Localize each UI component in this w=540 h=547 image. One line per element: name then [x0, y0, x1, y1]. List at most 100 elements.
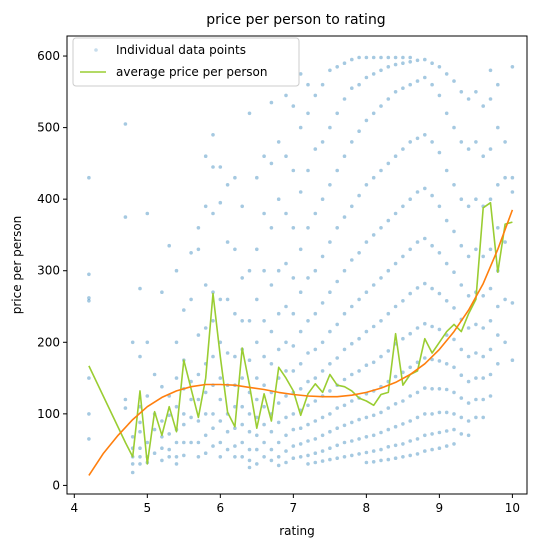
data-point — [444, 261, 449, 266]
data-point — [291, 104, 296, 108]
data-point — [320, 415, 325, 420]
scatter-points-layer — [87, 55, 515, 475]
data-point — [225, 183, 230, 187]
data-point — [379, 458, 383, 463]
data-point — [415, 240, 420, 244]
data-point — [189, 397, 193, 402]
data-point — [320, 369, 325, 373]
data-point — [452, 412, 456, 416]
data-point — [371, 324, 376, 329]
data-point — [430, 82, 434, 87]
data-point — [401, 147, 405, 151]
data-point — [430, 387, 434, 391]
data-point — [466, 354, 471, 359]
data-point — [357, 452, 361, 456]
data-point — [262, 211, 266, 216]
data-point — [481, 294, 486, 298]
data-point — [466, 147, 471, 151]
data-point — [386, 427, 391, 432]
data-point — [254, 340, 259, 345]
data-point — [408, 453, 413, 458]
x-axis: 4 5 6 7 8 9 10 — [70, 494, 520, 515]
data-point — [437, 93, 442, 98]
data-point — [415, 437, 420, 441]
data-point — [393, 154, 398, 158]
data-point — [284, 304, 288, 309]
data-point — [357, 82, 361, 87]
data-point — [386, 65, 391, 69]
data-point — [233, 175, 237, 180]
data-point — [393, 90, 398, 94]
data-point — [401, 86, 405, 90]
data-point — [262, 319, 266, 323]
data-point — [364, 435, 369, 439]
data-point — [466, 379, 471, 384]
data-point — [298, 125, 303, 130]
data-point — [466, 419, 471, 423]
data-point — [415, 58, 420, 63]
data-point — [203, 154, 208, 158]
x-axis-title: rating — [279, 524, 315, 538]
data-point — [196, 247, 201, 252]
data-point — [284, 93, 288, 98]
x-tick-label: 7 — [290, 501, 298, 515]
data-point — [247, 319, 252, 323]
data-point — [459, 415, 464, 420]
data-point — [276, 197, 281, 201]
data-point — [254, 175, 259, 180]
data-point — [401, 204, 405, 209]
data-point — [393, 55, 398, 60]
data-point — [430, 140, 434, 144]
data-point — [189, 297, 193, 302]
average-price-line — [88, 201, 513, 465]
data-point — [437, 430, 442, 435]
data-point — [466, 294, 471, 298]
data-point — [160, 435, 164, 439]
data-point — [262, 383, 266, 388]
data-point — [160, 458, 164, 463]
data-point — [408, 419, 413, 423]
y-tick-label: 200 — [37, 335, 60, 349]
data-point — [313, 437, 318, 441]
data-point — [328, 429, 332, 434]
data-point — [189, 440, 193, 445]
data-point — [401, 299, 405, 303]
data-point — [313, 451, 318, 456]
data-point — [211, 319, 215, 323]
data-point — [298, 455, 303, 459]
data-point — [393, 424, 398, 429]
legend: Individual data points average price per… — [72, 37, 300, 87]
data-point — [488, 97, 493, 101]
data-point — [510, 65, 515, 69]
data-point — [196, 455, 201, 459]
data-point — [364, 240, 369, 244]
data-point — [364, 415, 369, 420]
data-point — [269, 161, 274, 166]
data-point — [276, 140, 281, 144]
data-point — [415, 190, 420, 194]
data-point — [474, 247, 478, 252]
data-point — [320, 340, 325, 345]
data-point — [306, 453, 310, 458]
data-point — [459, 373, 464, 378]
data-point — [262, 404, 266, 409]
data-point — [488, 147, 493, 151]
data-point — [291, 444, 296, 448]
data-point — [320, 197, 325, 201]
data-point — [423, 186, 427, 191]
data-point — [138, 455, 142, 459]
data-point — [174, 455, 179, 459]
data-point — [452, 390, 456, 395]
data-point — [269, 283, 274, 287]
data-point — [437, 359, 442, 363]
data-point — [196, 419, 201, 423]
data-point — [459, 90, 464, 94]
data-point — [452, 442, 456, 446]
data-point — [247, 447, 252, 452]
data-point — [342, 455, 347, 459]
data-point — [393, 402, 398, 406]
data-point — [306, 319, 310, 323]
data-point — [423, 75, 427, 80]
data-point — [371, 433, 376, 438]
